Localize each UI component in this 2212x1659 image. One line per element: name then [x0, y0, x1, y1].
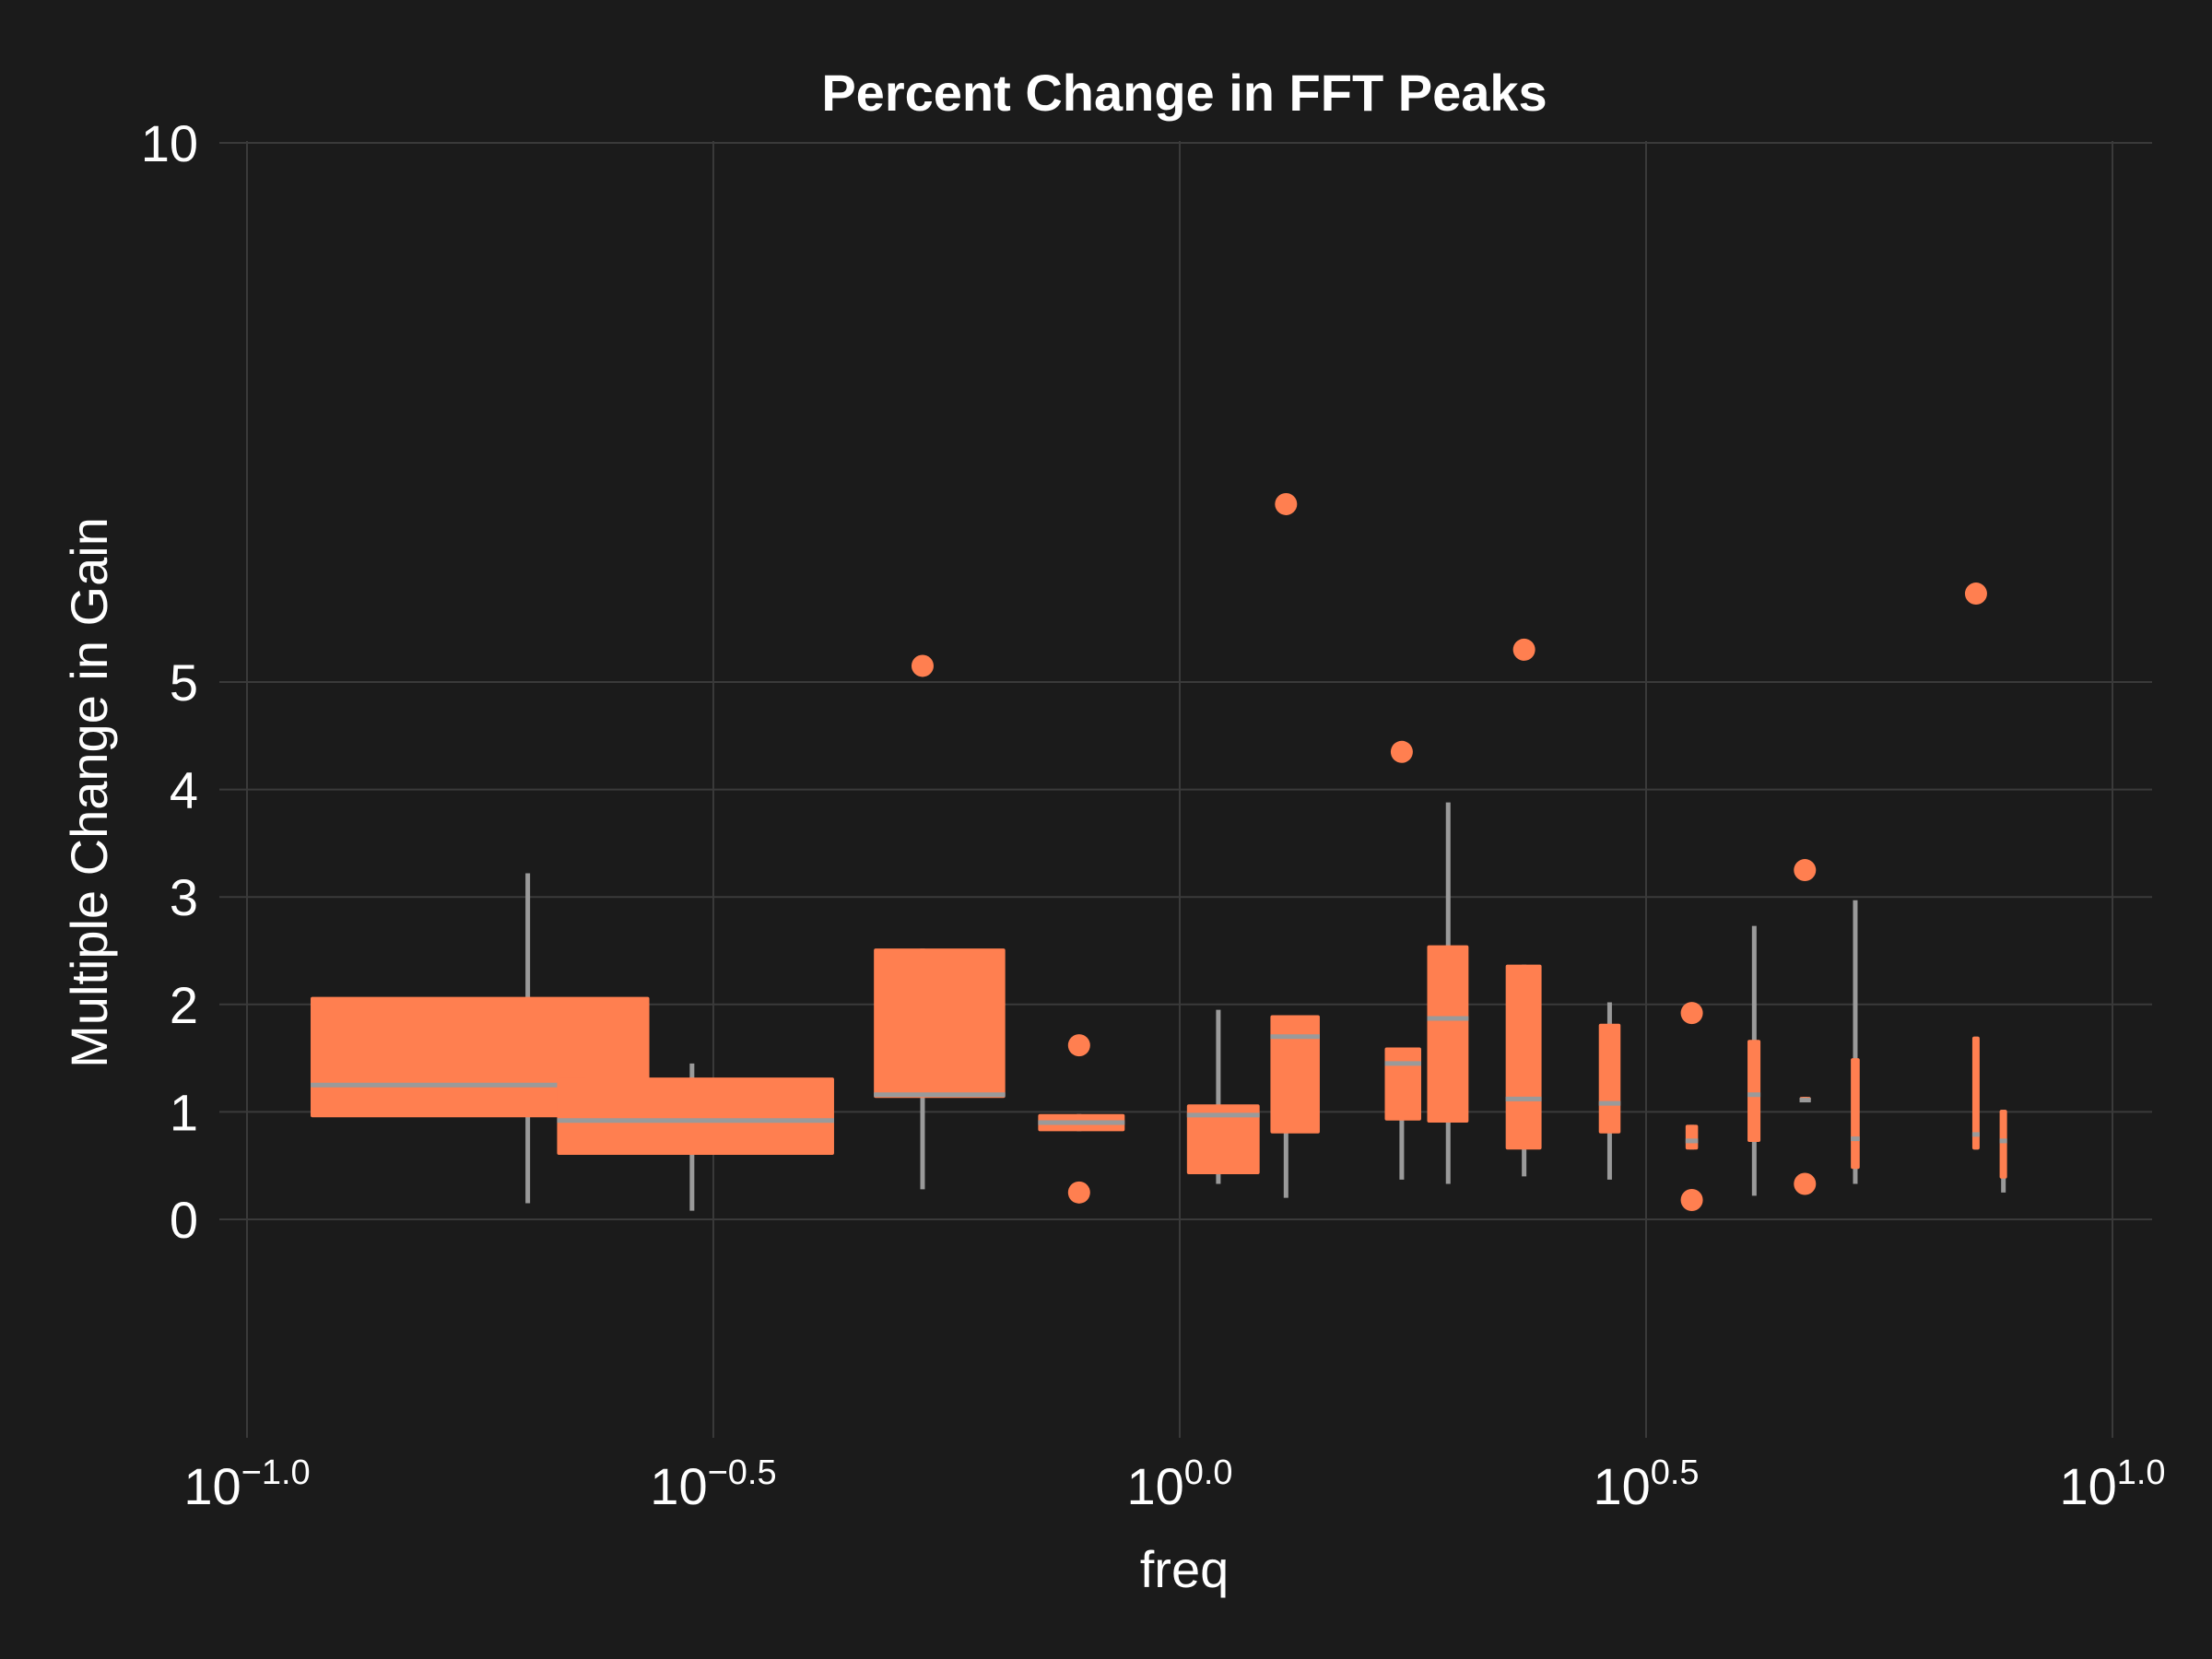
box-outlier	[911, 654, 934, 677]
x-tick-label: 100.0	[1126, 1453, 1232, 1515]
box-group	[1999, 1110, 2007, 1193]
box-group	[1747, 925, 1761, 1196]
box-body	[1598, 1023, 1621, 1134]
box-body	[1427, 945, 1469, 1124]
box-outlier	[1794, 859, 1817, 882]
box-body	[1384, 1047, 1421, 1121]
box-group	[1505, 638, 1542, 1177]
box-outlier	[1794, 1172, 1817, 1195]
box-outlier	[1512, 638, 1535, 661]
box-group	[1598, 1002, 1621, 1180]
y-tick-label: 10	[141, 114, 198, 172]
box-group	[557, 1063, 834, 1211]
box-group	[1038, 1034, 1125, 1204]
box-series	[311, 492, 2007, 1212]
box-outlier	[1680, 1002, 1703, 1025]
y-tick-label: 2	[170, 976, 198, 1034]
box-group	[1427, 802, 1469, 1184]
box-outlier	[1275, 492, 1298, 515]
y-tick-label: 1	[170, 1083, 198, 1141]
x-tick-label: 101.0	[2059, 1453, 2165, 1515]
box-body	[557, 1077, 834, 1156]
box-body	[1505, 964, 1542, 1150]
box-outlier	[1680, 1189, 1703, 1212]
box-group	[1851, 900, 1860, 1184]
box-body	[1851, 1058, 1860, 1170]
box-outlier	[1067, 1181, 1090, 1204]
box-group	[1680, 1002, 1703, 1212]
box-body	[1971, 1036, 1980, 1150]
y-tick-label: 4	[170, 761, 198, 819]
chart-title: Percent Change in FFT Peaks	[821, 64, 1547, 122]
box-group	[1384, 740, 1421, 1180]
x-tick-labels: 10−1.0 10−0.5 100.0 100.5 101.0	[183, 1453, 2165, 1515]
box-group	[1964, 582, 1987, 1150]
x-tick-label: 10−0.5	[650, 1453, 776, 1515]
box-group	[1186, 1009, 1260, 1184]
y-tick-labels: 0 1 2 3 4 5 10	[141, 114, 198, 1249]
box-body	[1186, 1104, 1260, 1175]
box-outlier	[1067, 1034, 1090, 1057]
x-axis-label: freq	[1140, 1540, 1230, 1598]
box-body	[874, 948, 1006, 1099]
box-body	[1270, 1015, 1320, 1134]
y-tick-label: 3	[170, 868, 198, 926]
box-body	[1747, 1040, 1761, 1143]
y-axis-label: Multiple Change in Gain	[60, 517, 118, 1068]
box-body	[1999, 1110, 2007, 1179]
box-group	[1270, 492, 1320, 1198]
box-body	[1685, 1124, 1699, 1150]
box-group	[1794, 859, 1817, 1195]
x-tick-label: 100.5	[1593, 1453, 1699, 1515]
x-tick-label: 10−1.0	[183, 1453, 310, 1515]
y-tick-label: 5	[170, 653, 198, 712]
y-tick-label: 0	[170, 1191, 198, 1249]
box-group	[874, 654, 1006, 1190]
box-outlier	[1390, 740, 1413, 763]
box-outlier	[1964, 582, 1987, 606]
